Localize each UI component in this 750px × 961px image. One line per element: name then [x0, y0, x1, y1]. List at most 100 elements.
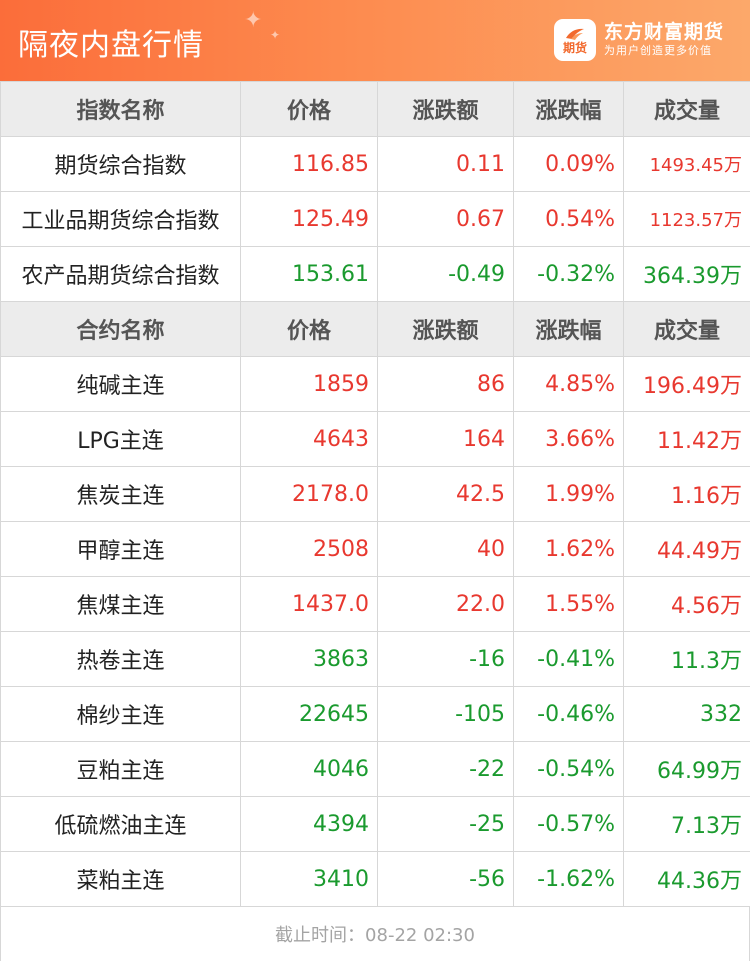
volume-cell: 44.36万 — [623, 851, 750, 907]
price-cell: 3410 — [240, 851, 378, 907]
table-row[interactable]: 豆粕主连 4046 -22 -0.54% 64.99万 — [0, 741, 750, 797]
table-row[interactable]: 热卷主连 3863 -16 -0.41% 11.3万 — [0, 631, 750, 687]
column-header-change: 涨跌额 — [377, 301, 514, 357]
price-cell: 1437.0 — [240, 576, 378, 632]
change-cell: 40 — [377, 521, 514, 577]
index_table-header-row: 指数名称 价格 涨跌额 涨跌幅 成交量 — [0, 81, 750, 137]
instrument-name: 农产品期货综合指数 — [0, 246, 241, 302]
sparkle-icon: ✦ — [244, 8, 263, 33]
page-header: 隔夜内盘行情 ✦ ✦ 期货 东方财富期货 为用户创造更多价值 — [0, 0, 750, 81]
price-cell: 1859 — [240, 356, 378, 412]
table-row[interactable]: 工业品期货综合指数 125.49 0.67 0.54% 1123.57万 — [0, 191, 750, 247]
change-cell: 0.67 — [377, 191, 514, 247]
volume-cell: 11.3万 — [623, 631, 750, 687]
change-pct-cell: -0.54% — [513, 741, 624, 797]
instrument-name: 菜粕主连 — [0, 851, 241, 907]
instrument-name: 纯碱主连 — [0, 356, 241, 412]
change-pct-cell: -0.41% — [513, 631, 624, 687]
volume-cell: 44.49万 — [623, 521, 750, 577]
table-row[interactable]: 菜粕主连 3410 -56 -1.62% 44.36万 — [0, 851, 750, 907]
table-row[interactable]: 低硫燃油主连 4394 -25 -0.57% 7.13万 — [0, 796, 750, 852]
column-header-name: 合约名称 — [0, 301, 241, 357]
price-cell: 4643 — [240, 411, 378, 467]
change-cell: -105 — [377, 686, 514, 742]
change-cell: -0.49 — [377, 246, 514, 302]
volume-cell: 364.39万 — [623, 246, 750, 302]
page-title: 隔夜内盘行情 — [18, 28, 204, 63]
change-pct-cell: -0.46% — [513, 686, 624, 742]
footer-timestamp: 截止时间：08-22 02:30 — [0, 907, 750, 961]
volume-cell: 1493.45万 — [623, 136, 750, 192]
price-cell: 2508 — [240, 521, 378, 577]
instrument-name: LPG主连 — [0, 411, 241, 467]
instrument-name: 工业品期货综合指数 — [0, 191, 241, 247]
price-cell: 22645 — [240, 686, 378, 742]
instrument-name: 棉纱主连 — [0, 686, 241, 742]
change-cell: 86 — [377, 356, 514, 412]
table-row[interactable]: LPG主连 4643 164 3.66% 11.42万 — [0, 411, 750, 467]
quotes-table: 指数名称 价格 涨跌额 涨跌幅 成交量 期货综合指数 116.85 0.11 0.09% 1493… — [0, 81, 750, 907]
change-pct-cell: -1.62% — [513, 851, 624, 907]
change-pct-cell: 1.62% — [513, 521, 624, 577]
contract_table-header-row: 合约名称 价格 涨跌额 涨跌幅 成交量 — [0, 301, 750, 357]
volume-cell: 64.99万 — [623, 741, 750, 797]
instrument-name: 期货综合指数 — [0, 136, 241, 192]
instrument-name: 焦炭主连 — [0, 466, 241, 522]
change-pct-cell: 1.99% — [513, 466, 624, 522]
change-cell: -16 — [377, 631, 514, 687]
column-header-change: 涨跌额 — [377, 81, 514, 137]
change-cell: -56 — [377, 851, 514, 907]
price-cell: 116.85 — [240, 136, 378, 192]
instrument-name: 甲醇主连 — [0, 521, 241, 577]
table-row[interactable]: 纯碱主连 1859 86 4.85% 196.49万 — [0, 356, 750, 412]
column-header-price: 价格 — [240, 81, 378, 137]
column-header-name: 指数名称 — [0, 81, 241, 137]
brand: 期货 东方财富期货 为用户创造更多价值 — [553, 19, 724, 61]
table-row[interactable]: 焦煤主连 1437.0 22.0 1.55% 4.56万 — [0, 576, 750, 632]
volume-cell: 196.49万 — [623, 356, 750, 412]
price-cell: 4394 — [240, 796, 378, 852]
volume-cell: 4.56万 — [623, 576, 750, 632]
instrument-name: 低硫燃油主连 — [0, 796, 241, 852]
volume-cell: 1123.57万 — [623, 191, 750, 247]
volume-cell: 332 — [623, 686, 750, 742]
instrument-name: 豆粕主连 — [0, 741, 241, 797]
change-pct-cell: -0.57% — [513, 796, 624, 852]
column-header-volume: 成交量 — [623, 301, 750, 357]
table-row[interactable]: 焦炭主连 2178.0 42.5 1.99% 1.16万 — [0, 466, 750, 522]
logo-wing-icon — [565, 28, 584, 40]
change-pct-cell: 4.85% — [513, 356, 624, 412]
column-header-volume: 成交量 — [623, 81, 750, 137]
change-pct-cell: 0.54% — [513, 191, 624, 247]
change-pct-cell: 0.09% — [513, 136, 624, 192]
sparkle-small-icon: ✦ — [270, 28, 281, 42]
change-cell: 164 — [377, 411, 514, 467]
brand-name: 东方财富期货 — [603, 21, 724, 43]
column-header-pct: 涨跌幅 — [513, 301, 624, 357]
instrument-name: 热卷主连 — [0, 631, 241, 687]
logo-text: 期货 — [562, 40, 587, 55]
volume-cell: 7.13万 — [623, 796, 750, 852]
column-header-pct: 涨跌幅 — [513, 81, 624, 137]
change-pct-cell: -0.32% — [513, 246, 624, 302]
price-cell: 2178.0 — [240, 466, 378, 522]
price-cell: 4046 — [240, 741, 378, 797]
table-row[interactable]: 甲醇主连 2508 40 1.62% 44.49万 — [0, 521, 750, 577]
table-row[interactable]: 农产品期货综合指数 153.61 -0.49 -0.32% 364.39万 — [0, 246, 750, 302]
price-cell: 125.49 — [240, 191, 378, 247]
price-cell: 153.61 — [240, 246, 378, 302]
column-header-price: 价格 — [240, 301, 378, 357]
instrument-name: 焦煤主连 — [0, 576, 241, 632]
price-cell: 3863 — [240, 631, 378, 687]
change-pct-cell: 1.55% — [513, 576, 624, 632]
change-cell: -22 — [377, 741, 514, 797]
brand-slogan: 为用户创造更多价值 — [603, 44, 712, 57]
change-cell: -25 — [377, 796, 514, 852]
change-cell: 22.0 — [377, 576, 514, 632]
table-row[interactable]: 棉纱主连 22645 -105 -0.46% 332 — [0, 686, 750, 742]
change-cell: 42.5 — [377, 466, 514, 522]
volume-cell: 1.16万 — [623, 466, 750, 522]
change-cell: 0.11 — [377, 136, 514, 192]
volume-cell: 11.42万 — [623, 411, 750, 467]
table-row[interactable]: 期货综合指数 116.85 0.11 0.09% 1493.45万 — [0, 136, 750, 192]
